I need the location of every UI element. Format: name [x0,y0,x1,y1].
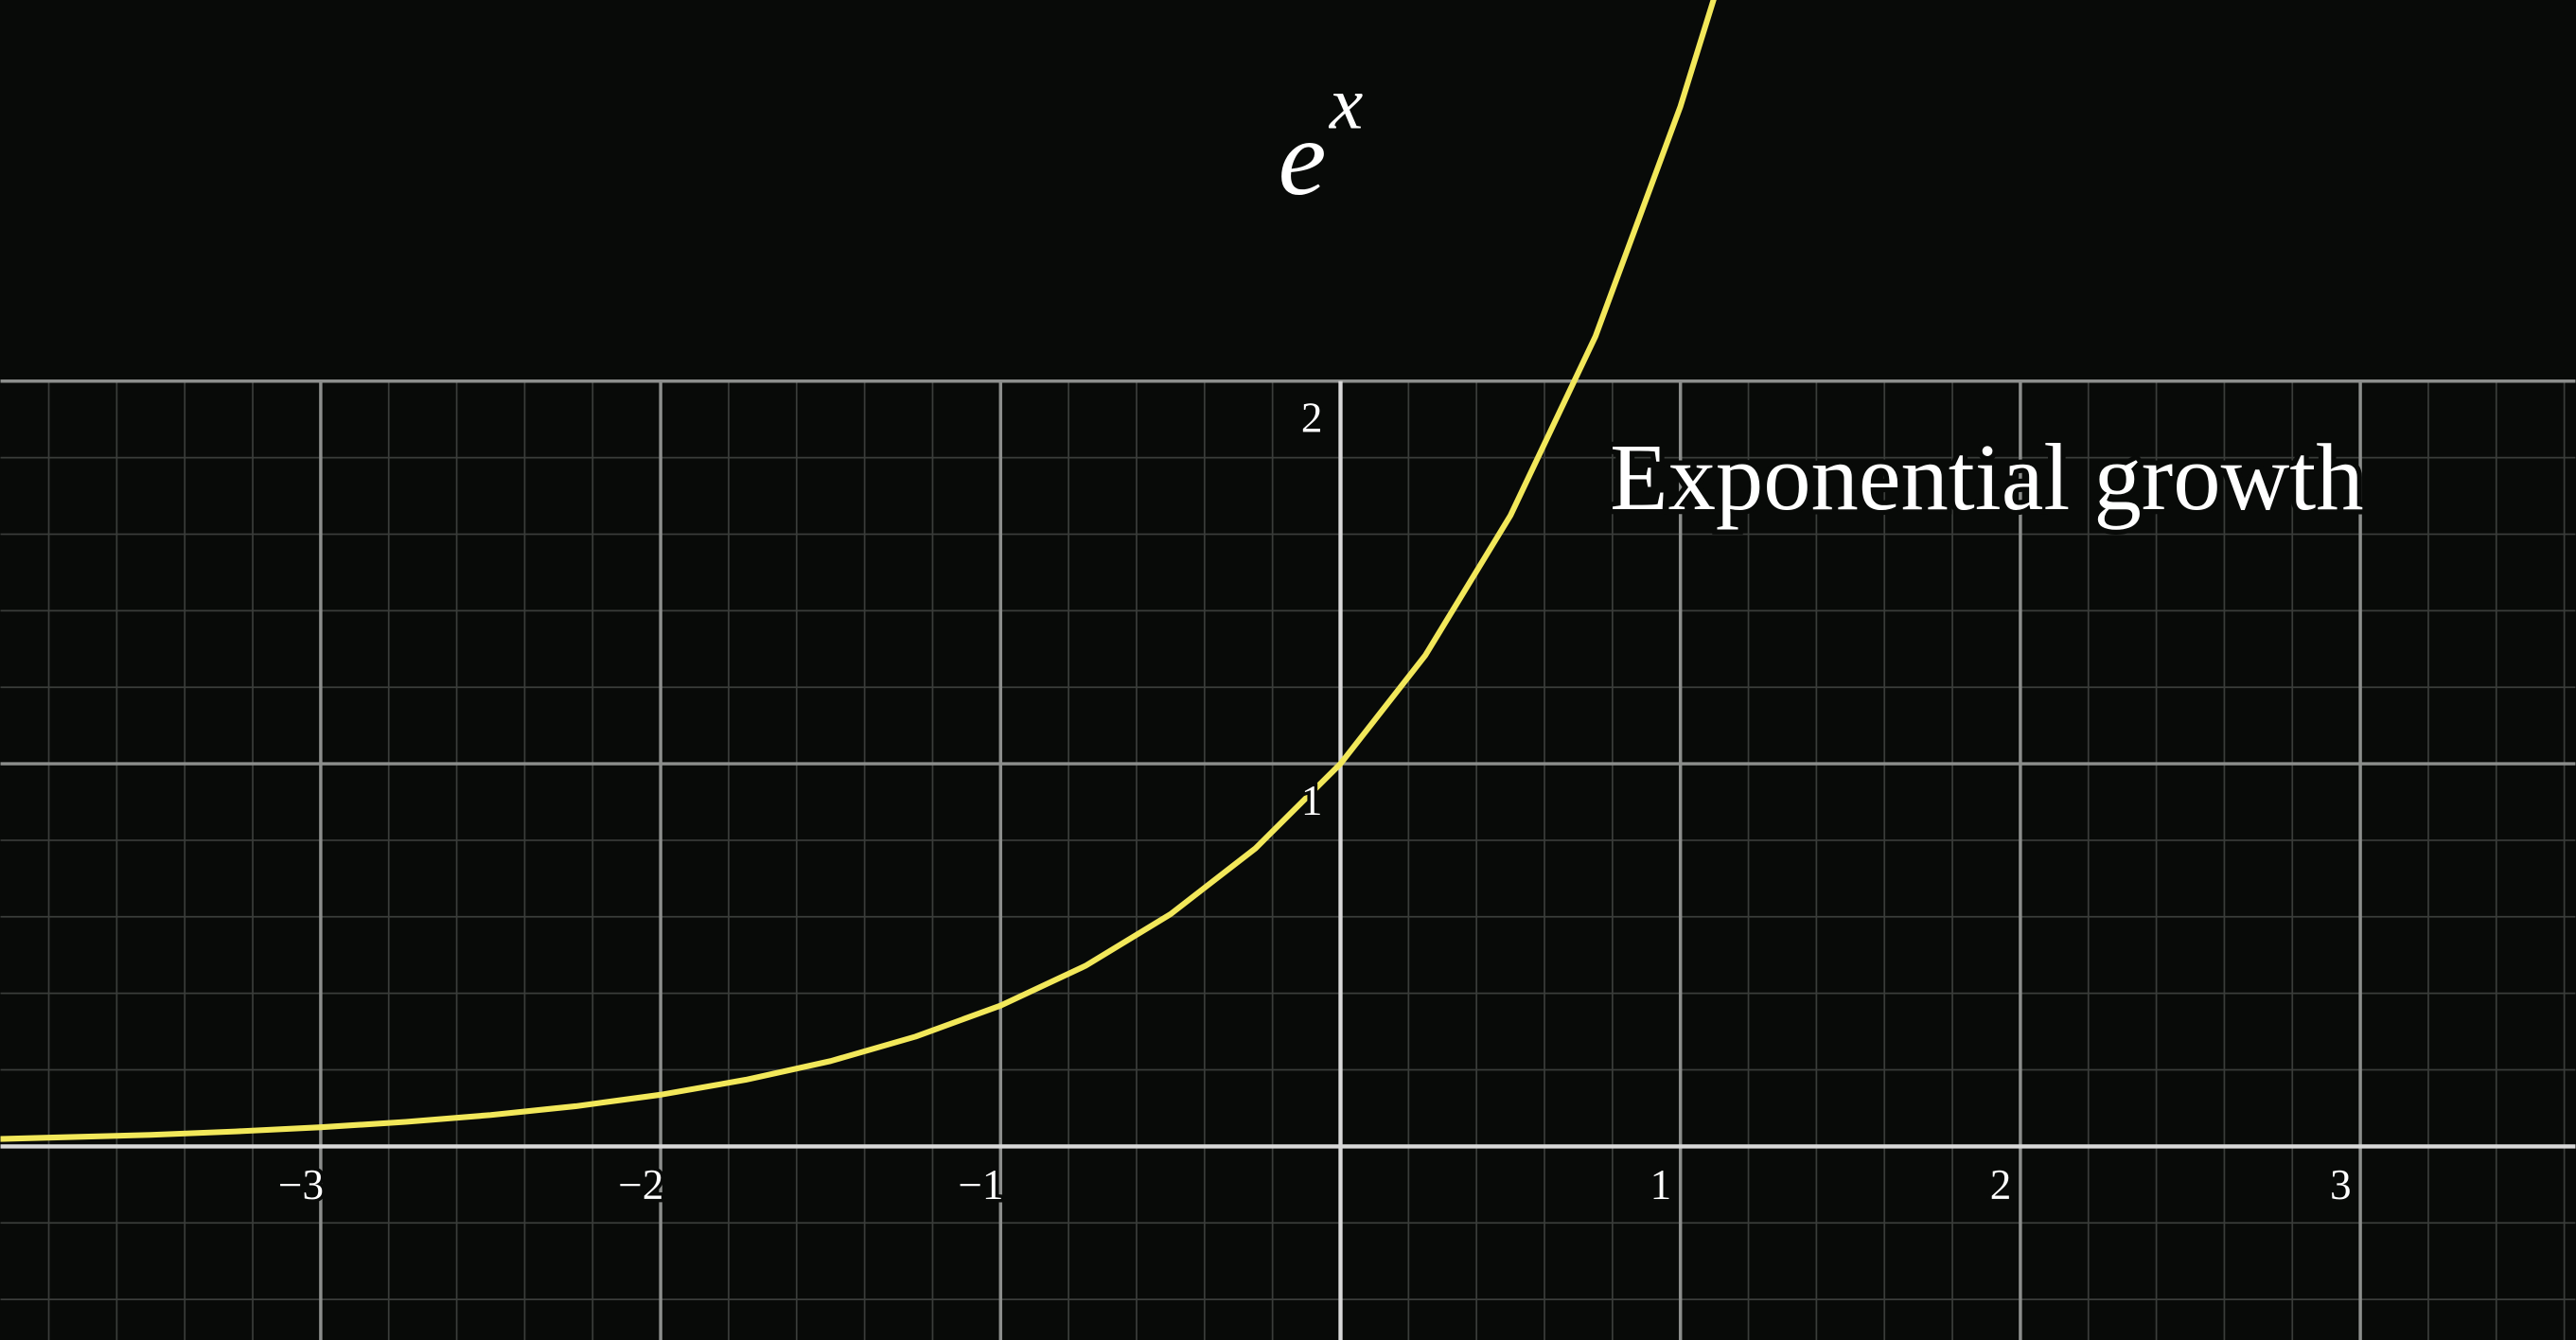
x-tick-label: 2 [1990,1161,2012,1208]
labels: −3 −2 −1 1 2 3 1 2 [275,391,2355,1211]
annotation: Exponential growth [1610,424,2363,530]
title: ex [1279,62,1364,217]
y-tick-label: 2 [1301,395,1323,442]
x-tick-label: −1 [958,1161,1003,1208]
x-tick-label: −3 [278,1161,324,1208]
x-tick-label: −2 [618,1161,663,1208]
marks [0,0,1717,1142]
title-base: e [1279,97,1327,218]
title-exponent: x [1329,62,1363,145]
line-series [0,0,1717,1142]
y-tick-label: 1 [1301,777,1323,824]
x-tick-label: 3 [2330,1161,2352,1208]
grid [0,379,2576,1340]
x-tick-label: 1 [1650,1161,1672,1208]
